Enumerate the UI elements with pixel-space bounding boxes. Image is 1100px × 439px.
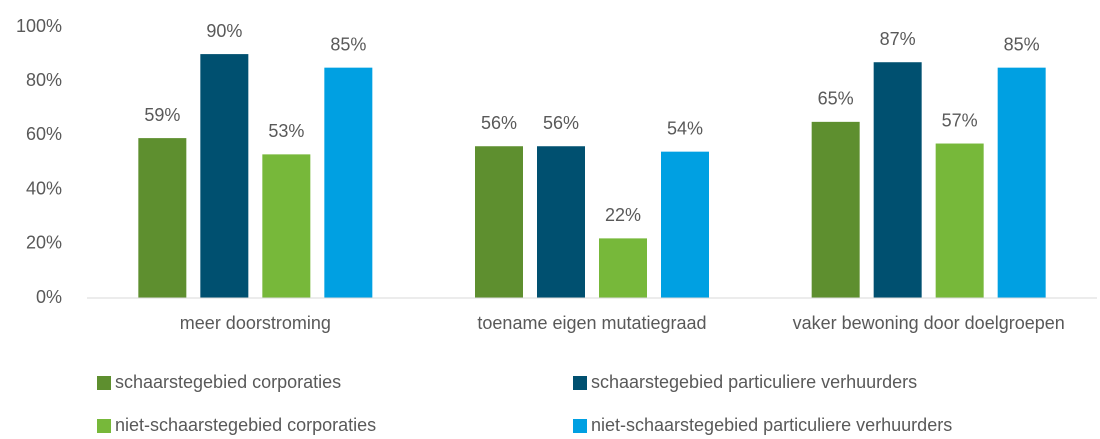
- legend-swatch: [573, 419, 587, 433]
- x-tick-label: toename eigen mutatiegraad: [477, 313, 706, 333]
- value-label: 90%: [206, 21, 242, 41]
- y-tick-label: 100%: [16, 16, 62, 36]
- value-label: 56%: [543, 113, 579, 133]
- value-label: 59%: [144, 105, 180, 125]
- value-label: 57%: [942, 110, 978, 130]
- value-label: 22%: [605, 205, 641, 225]
- legend-swatch: [97, 376, 111, 390]
- y-tick-label: 40%: [26, 178, 62, 198]
- legend-label: schaarstegebied particuliere verhuurders: [591, 372, 917, 392]
- bar: [475, 146, 523, 298]
- legend-swatch: [97, 419, 111, 433]
- bar: [661, 151, 709, 298]
- y-tick-label: 60%: [26, 124, 62, 144]
- bar: [537, 146, 585, 298]
- bar: [873, 62, 922, 299]
- bar: [200, 54, 249, 298]
- legend-label: niet-schaarstegebied particuliere verhuu…: [591, 415, 952, 435]
- y-tick-label: 80%: [26, 70, 62, 90]
- value-label: 65%: [818, 89, 854, 109]
- bar: [324, 67, 373, 299]
- bar: [997, 67, 1046, 299]
- legend-label: schaarstegebied corporaties: [115, 372, 341, 392]
- value-label: 53%: [268, 121, 304, 141]
- legend-swatch: [573, 376, 587, 390]
- bar: [138, 138, 187, 298]
- y-tick-label: 20%: [26, 233, 62, 253]
- value-label: 85%: [330, 34, 366, 54]
- bar: [811, 121, 860, 298]
- legend-label: niet-schaarstegebied corporaties: [115, 415, 376, 435]
- x-tick-label: meer doorstroming: [180, 313, 331, 333]
- bar: [935, 143, 984, 298]
- bar: [599, 238, 647, 298]
- bar: [262, 154, 311, 298]
- value-label: 56%: [481, 113, 517, 133]
- value-label: 87%: [880, 29, 916, 49]
- value-label: 54%: [667, 118, 703, 138]
- y-tick-label: 0%: [36, 287, 62, 307]
- value-label: 85%: [1004, 34, 1040, 54]
- x-tick-label: vaker bewoning door doelgroepen: [793, 313, 1065, 333]
